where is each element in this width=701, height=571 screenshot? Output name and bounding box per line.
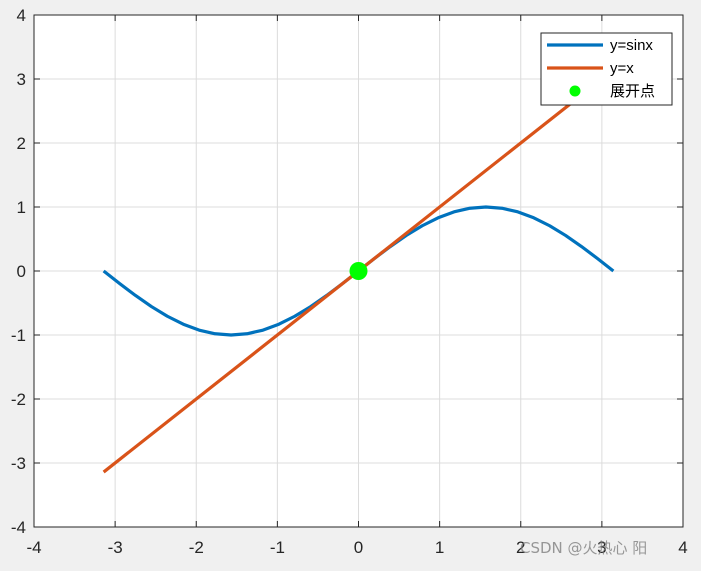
legend-label: 展开点 [610,83,655,100]
watermark-text: CSDN @火热心 阳 [520,539,648,557]
legend-swatch-marker [569,85,581,97]
y-tick-label: 2 [17,134,26,153]
y-tick-label: 0 [17,262,26,281]
y-tick-label: -2 [11,390,26,409]
y-tick-label: 3 [17,70,26,89]
x-tick-label: 4 [678,538,687,557]
legend-label: y=x [610,60,634,77]
y-tick-label: -3 [11,454,26,473]
y-tick-label: 4 [17,6,26,25]
legend-label: y=sinx [610,37,653,54]
series-marker [349,262,368,280]
series-layer [102,68,615,474]
x-tick-label: -3 [108,538,123,557]
x-tick-label: -1 [270,538,285,557]
x-tick-label: 2 [516,538,525,557]
x-tick-label: 0 [354,538,363,557]
x-tick-label: -2 [189,538,204,557]
legend: y=sinx y=x 展开点 [540,32,673,106]
axes-layer: -4 -3 -2 -1 0 1 2 3 4 -4 -3 -2 -1 0 1 2 3 4 [11,6,688,557]
y-tick-label: -4 [11,518,26,537]
x-tick-label: -4 [26,538,41,557]
x-tick-label: 3 [597,538,606,557]
x-tick-label: 1 [435,538,444,557]
y-tick-label: 1 [17,198,26,217]
y-tick-label: -1 [11,326,26,345]
